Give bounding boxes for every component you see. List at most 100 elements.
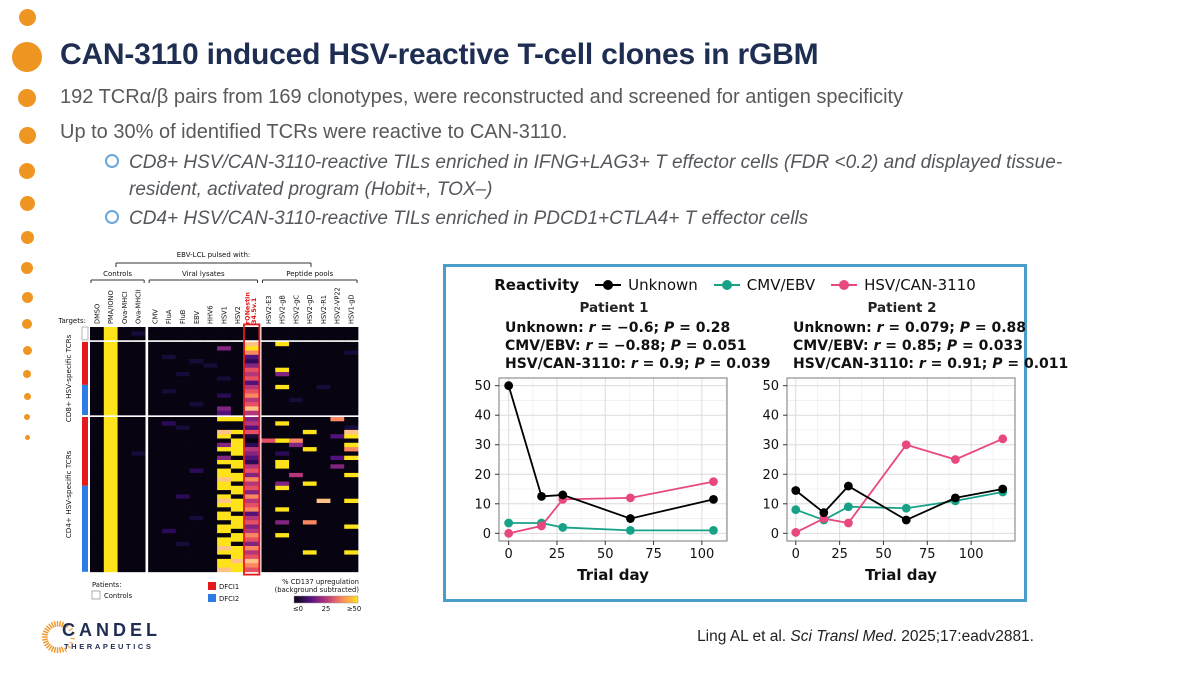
svg-text:75: 75 (919, 547, 936, 562)
line-plot-patient-2: 0 10 20 30 40 50 0 25 50 75 100 Trial day (762, 377, 1016, 584)
col-label: HSV2-gD (306, 295, 314, 325)
svg-text:≥50: ≥50 (347, 605, 361, 613)
decorative-dot (19, 195, 35, 211)
chart-block-patient-2: Patient 2 Unknown: r = 0.079; P = 0.88 CMV… (737, 298, 1069, 601)
decorative-dot (22, 345, 32, 355)
stat-line: CMV/EBV: r = 0.85; P = 0.033 (793, 338, 1023, 354)
sub-bullet-cd8-text: CD8+ HSV/CAN-3110-reactive TILs enriched… (129, 152, 1063, 200)
svg-text:≤0: ≤0 (293, 605, 303, 613)
sunburst-icon (41, 620, 76, 654)
logo-subtitle: THERAPEUTICS (64, 642, 154, 651)
col-label: HSV2-gB (279, 295, 287, 324)
decorative-dot (20, 230, 34, 244)
stat-line: Unknown: r = −0.6; P = 0.28 (505, 320, 731, 336)
data-point (625, 493, 635, 503)
x-axis-title: Trial day (577, 566, 649, 584)
targets-label: Targets: (58, 317, 86, 325)
heatmap-body (81, 326, 359, 573)
svg-text:40: 40 (762, 409, 779, 424)
data-point (504, 528, 514, 538)
line-plot-patient-1: 0 10 20 30 40 50 0 25 50 75 100 Trial day (474, 377, 728, 584)
data-point (791, 486, 801, 495)
decorative-dot (21, 262, 33, 274)
rqnestin-highlight-box (243, 323, 261, 576)
col-label: FluB (179, 309, 187, 324)
legend-item-unknown: Unknown (593, 276, 698, 294)
data-point (819, 508, 829, 518)
col-group-label: Peptide pools (286, 270, 333, 278)
bullet-tcr-pairs: 192 TCRα/β pairs from 169 clonotypes, we… (60, 86, 904, 108)
data-point (998, 484, 1008, 494)
svg-text:25: 25 (322, 605, 331, 613)
charts-row: Patient 1 Unknown: r = −0.6; P = 0.28 CMV/… (446, 298, 1069, 601)
svg-text:0: 0 (771, 527, 779, 542)
citation-authors: Ling AL et al. (697, 628, 791, 645)
correlation-stats: Unknown: r = 0.079; P = 0.88 CMV/EBV: r =… (793, 319, 1069, 373)
legend-dfci1: DFCI1 (219, 583, 239, 591)
patients-legend-title: Patients: (92, 581, 122, 589)
chart-title: Patient 2 (867, 300, 937, 316)
legend-item-label: Unknown (628, 276, 698, 294)
col-label: HSV1 (220, 306, 228, 324)
col-label: Ova-MHCI (121, 291, 129, 324)
data-point (950, 455, 960, 464)
col-label: Ova-MHCII (135, 289, 143, 324)
candel-therapeutics-logo: CANDEL THERAPEUTICS (28, 608, 198, 670)
row-section-label: CD4+ HSV-specific TCRs (64, 450, 73, 538)
circle-bullet-icon (105, 154, 119, 168)
chart-legend: Reactivity Unknown CMV/EBV HSV/CAN-3110 (446, 274, 1024, 296)
data-point (709, 525, 718, 535)
col-label: PMA/IONO (107, 290, 115, 324)
decorative-dot (22, 319, 32, 329)
legend-dfci2: DFCI2 (219, 595, 239, 603)
citation-ref: . 2025;17:eadv2881. (892, 628, 1034, 645)
sub-bullet-cd4-text: CD4+ HSV/CAN-3110-reactive TILs enriched… (129, 208, 809, 229)
svg-text:30: 30 (474, 438, 491, 453)
decorative-dot (23, 392, 31, 400)
data-point (504, 518, 514, 528)
sub-bullet-cd4: CD4+ HSV/CAN-3110-reactive TILs enriched… (105, 205, 1085, 232)
col-label: HSV2 (234, 306, 242, 324)
data-point (901, 515, 911, 525)
legend-item-hsv-can-3110: HSV/CAN-3110 (829, 276, 976, 294)
data-point (709, 477, 718, 487)
col-label: DMSO (93, 304, 101, 324)
svg-text:50: 50 (597, 547, 614, 562)
data-point (998, 434, 1008, 444)
decorative-dot (18, 126, 36, 144)
decorative-dot (24, 414, 30, 420)
citation: Ling AL et al. Sci Transl Med. 2025;17:e… (697, 628, 1034, 646)
decorative-dot (18, 8, 36, 26)
col-label: HSV2-E3 (265, 295, 273, 324)
legend-item-cmv-ebv: CMV/EBV (712, 276, 815, 294)
circle-bullet-icon (105, 210, 119, 224)
heatmap-svg: EBV-LCL pulsed with: Controls Viral lysate… (57, 251, 361, 613)
scale-label-2: (background subtracted) (275, 586, 360, 594)
svg-text:100: 100 (959, 547, 984, 562)
svg-text:50: 50 (474, 379, 491, 394)
stat-line: HSV/CAN-3110: r = 0.91; P = 0.011 (793, 356, 1069, 372)
series-line (795, 491, 1003, 522)
svg-text:100: 100 (689, 547, 714, 562)
svg-text:75: 75 (645, 547, 662, 562)
data-point (843, 518, 853, 528)
data-point (625, 514, 635, 523)
col-group-label: Controls (103, 270, 132, 278)
data-point (950, 493, 960, 503)
decorative-dot (18, 89, 36, 107)
svg-text:25: 25 (549, 547, 566, 562)
decorative-dot (21, 291, 33, 303)
x-axis-title: Trial day (865, 566, 937, 584)
svg-text:50: 50 (762, 379, 779, 394)
svg-text:10: 10 (474, 497, 491, 512)
decorative-dot (19, 163, 35, 179)
decorative-dot (24, 434, 30, 440)
data-point (901, 503, 911, 513)
chart-title: Patient 1 (579, 300, 649, 316)
svg-text:50: 50 (875, 547, 892, 562)
col-label: HSV2-gC (292, 295, 300, 324)
logo-name: CANDEL (62, 620, 161, 640)
chart-block-patient-1: Patient 1 Unknown: r = −0.6; P = 0.28 CMV/… (449, 298, 770, 601)
legend-controls: Controls (104, 592, 133, 600)
